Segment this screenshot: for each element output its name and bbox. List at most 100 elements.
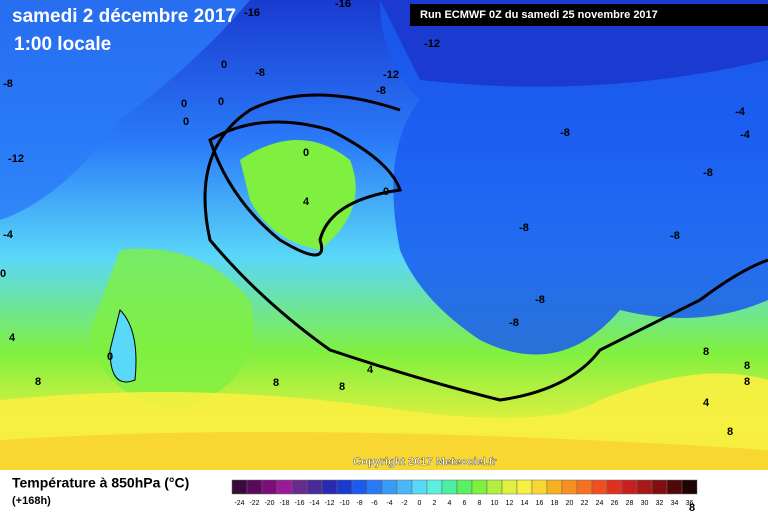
legend-tick-label: -2 bbox=[401, 500, 407, 507]
legend-tick-label: 22 bbox=[581, 500, 589, 507]
contour-label: -8 bbox=[376, 85, 386, 97]
legend-tick-label: 16 bbox=[536, 500, 544, 507]
legend-tick-label: -8 bbox=[356, 500, 362, 507]
contour-label: 0 bbox=[107, 351, 113, 363]
legend-swatch bbox=[321, 479, 338, 495]
legend-swatch bbox=[501, 479, 518, 495]
legend-swatch bbox=[651, 479, 668, 495]
legend-tick-label: -14 bbox=[309, 500, 319, 507]
legend-swatch bbox=[396, 479, 413, 495]
legend-swatch bbox=[426, 479, 443, 495]
contour-label: -8 bbox=[560, 127, 570, 139]
contour-label: 8 bbox=[744, 360, 750, 372]
contour-label: -12 bbox=[424, 38, 440, 50]
legend-swatch bbox=[471, 479, 488, 495]
contour-label: 8 bbox=[727, 426, 733, 438]
contour-label: -8 bbox=[3, 78, 13, 90]
contour-label: 4 bbox=[303, 196, 310, 208]
legend-title: Température à 850hPa (°C) bbox=[12, 475, 189, 491]
copyright: Copyright 2017 Meteociel.fr bbox=[353, 456, 497, 468]
legend-swatch bbox=[411, 479, 428, 495]
legend-swatch bbox=[621, 479, 638, 495]
contour-label: -4 bbox=[735, 106, 746, 118]
legend-tick-label: -18 bbox=[279, 500, 289, 507]
contour-label: 0 bbox=[303, 147, 309, 159]
legend-tick-label: 26 bbox=[611, 500, 619, 507]
legend-tick-label: -24 bbox=[234, 500, 244, 507]
legend-swatch bbox=[636, 479, 653, 495]
contour-label: -8 bbox=[670, 230, 680, 242]
contour-label: -8 bbox=[703, 167, 713, 179]
contour-label: 0 bbox=[183, 116, 189, 128]
contour-label: 0 bbox=[383, 186, 389, 198]
legend-tick-label: -22 bbox=[249, 500, 259, 507]
legend-swatch bbox=[486, 479, 503, 495]
contour-label: -8 bbox=[509, 317, 519, 329]
contour-label: 8 bbox=[273, 377, 279, 389]
legend-tick-label: -12 bbox=[324, 500, 334, 507]
legend-swatch bbox=[381, 479, 398, 495]
legend-tick-label: 34 bbox=[671, 500, 679, 507]
legend-tick-label: -20 bbox=[264, 500, 274, 507]
contour-label: -16 bbox=[335, 0, 351, 10]
run-info: Run ECMWF 0Z du samedi 25 novembre 2017 bbox=[420, 9, 658, 21]
legend-swatch bbox=[246, 479, 263, 495]
contour-label: 0 bbox=[221, 59, 227, 71]
contour-label: 4 bbox=[703, 397, 710, 409]
map-labels: -16 -16 -12 -8 0 -8 -12 -8 0 0 0 -12 -8 -4 -4 0 -8 0 4 -8 -8… bbox=[0, 0, 751, 512]
legend-tick-label: 12 bbox=[506, 500, 514, 507]
legend-tick-label: -16 bbox=[294, 500, 304, 507]
legend-tick-label: 14 bbox=[521, 500, 529, 507]
legend-tick-label: 8 bbox=[478, 500, 482, 507]
legend-tick-label: 30 bbox=[641, 500, 649, 507]
contour-label: 0 bbox=[218, 96, 224, 108]
map-date: samedi 2 décembre 2017 bbox=[12, 6, 236, 27]
legend-tick-label: 10 bbox=[491, 500, 499, 507]
color-legend: -24 -22 -20 -18 -16 -14 -12 -10 -8 -6 -4 -2 0 2 4 6 8 10 1… bbox=[231, 479, 698, 507]
legend-swatch bbox=[546, 479, 563, 495]
contour-label: -8 bbox=[535, 294, 545, 306]
contour-label: 4 bbox=[367, 364, 374, 376]
legend-swatch bbox=[306, 479, 323, 495]
contour-label: 8 bbox=[703, 346, 709, 358]
map-time: 1:00 locale bbox=[14, 34, 111, 55]
contour-label: 0 bbox=[181, 98, 187, 110]
contour-label: 8 bbox=[35, 376, 41, 388]
contour-label: -12 bbox=[383, 69, 399, 81]
contour-label: -12 bbox=[8, 153, 24, 165]
legend-swatch bbox=[231, 479, 248, 495]
legend-swatch bbox=[456, 479, 473, 495]
map-area bbox=[0, 0, 768, 470]
legend-tick-label: 6 bbox=[463, 500, 467, 507]
legend-swatch bbox=[336, 479, 353, 495]
legend-tick-label: 32 bbox=[656, 500, 664, 507]
legend-swatch bbox=[366, 479, 383, 495]
legend-tick-label: 18 bbox=[551, 500, 559, 507]
legend-tick-label: 2 bbox=[433, 500, 437, 507]
legend-tick-label: -4 bbox=[386, 500, 392, 507]
legend-swatch bbox=[591, 479, 608, 495]
contour-label: 8 bbox=[339, 381, 345, 393]
contour-label: -16 bbox=[244, 7, 260, 19]
legend-swatch bbox=[261, 479, 278, 495]
legend-swatch bbox=[681, 479, 698, 495]
contour-label: 4 bbox=[9, 332, 16, 344]
contour-label: 8 bbox=[689, 502, 695, 512]
contour-label: -8 bbox=[519, 222, 529, 234]
legend-tick-label: -6 bbox=[371, 500, 377, 507]
legend-swatch bbox=[666, 479, 683, 495]
legend-swatch bbox=[276, 479, 293, 495]
legend-tick-label: 0 bbox=[418, 500, 422, 507]
contour-label: 0 bbox=[0, 268, 6, 280]
contour-label: 8 bbox=[744, 376, 750, 388]
legend-tick-label: 36 bbox=[686, 500, 694, 507]
legend-tick-label: 24 bbox=[596, 500, 604, 507]
contour-label: -4 bbox=[740, 129, 751, 141]
legend-swatch bbox=[561, 479, 578, 495]
legend-swatch bbox=[606, 479, 623, 495]
legend-tick-label: -10 bbox=[339, 500, 349, 507]
contour-label: -8 bbox=[255, 67, 265, 79]
legend-tick-label: 20 bbox=[566, 500, 574, 507]
legend-swatch bbox=[516, 479, 533, 495]
